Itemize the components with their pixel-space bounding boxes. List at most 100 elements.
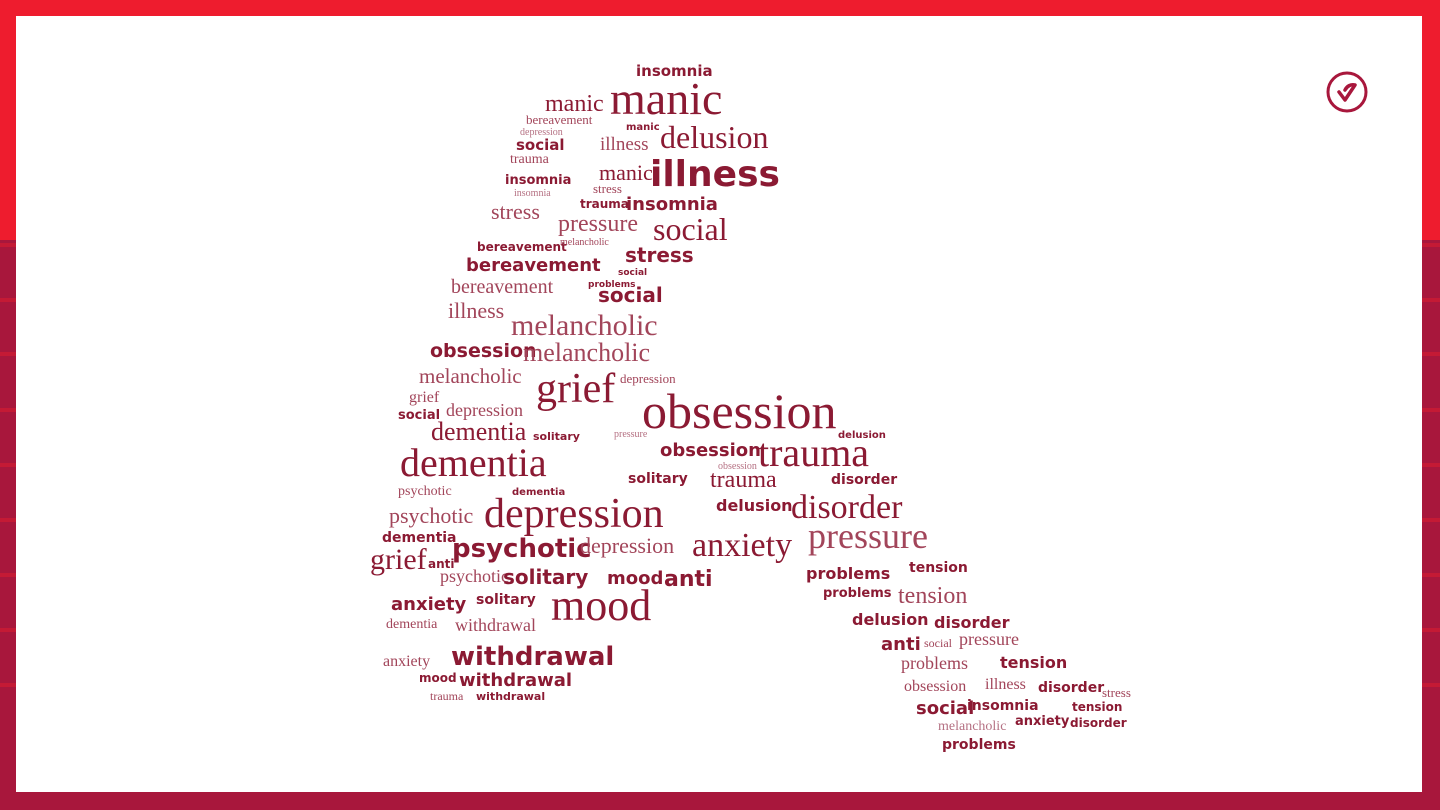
word: problems: [942, 737, 1016, 753]
border-stripe: [0, 463, 16, 467]
word: pressure: [808, 516, 928, 556]
slide-canvas: [16, 16, 1422, 792]
word: anxiety: [692, 527, 792, 564]
word: disorder: [831, 472, 897, 488]
word: illness: [650, 154, 780, 195]
word: depression: [620, 371, 676, 386]
word: social: [924, 636, 953, 650]
word: stress: [491, 199, 540, 224]
word: anti: [664, 567, 713, 592]
border-stripe: [1422, 298, 1440, 302]
word: tension: [898, 583, 967, 609]
word: grief: [409, 389, 440, 406]
word: problems: [901, 653, 968, 673]
word: psychotic: [440, 566, 509, 586]
word: stress: [1102, 685, 1131, 700]
word: depression: [446, 400, 523, 420]
word: dementia: [512, 487, 565, 498]
word: withdrawal: [455, 615, 536, 635]
word: social: [653, 211, 728, 247]
border-stripe: [1422, 463, 1440, 467]
bottom-border: [0, 792, 1440, 810]
word: trauma: [710, 467, 777, 493]
word: pressure: [614, 429, 648, 440]
word: anxiety: [1015, 714, 1070, 729]
word: psychotic: [389, 503, 474, 528]
word: melancholic: [419, 364, 522, 388]
word: delusion: [660, 119, 768, 155]
word: obsession: [642, 383, 836, 439]
border-stripe: [0, 408, 16, 412]
word: insomnia: [505, 173, 571, 188]
left-border: [0, 0, 16, 810]
word: depression: [520, 127, 563, 138]
word: dementia: [431, 417, 527, 446]
word: solitary: [533, 430, 580, 443]
word: dementia: [400, 440, 547, 485]
word: insomnia: [514, 188, 551, 199]
word: pressure: [959, 629, 1019, 649]
word: social: [916, 698, 974, 719]
word: solitary: [476, 592, 536, 608]
word: trauma: [430, 689, 464, 703]
word: problems: [588, 280, 635, 290]
border-stripe: [0, 298, 16, 302]
word: solitary: [503, 565, 588, 589]
word: dementia: [382, 530, 457, 546]
border-stripe: [0, 683, 16, 687]
word: melancholic: [511, 309, 658, 342]
word: stress: [593, 181, 622, 196]
word: withdrawal: [451, 642, 614, 672]
word: psychotic: [398, 484, 452, 499]
word: psychotic: [452, 534, 592, 564]
word: depression: [484, 491, 664, 537]
word: mood: [419, 671, 457, 685]
word: anxiety: [383, 653, 430, 670]
word: social: [618, 268, 647, 278]
word: illness: [600, 134, 649, 155]
border-stripe: [1422, 573, 1440, 577]
word: tension: [1072, 700, 1122, 714]
word: disorder: [1070, 716, 1127, 730]
border-stripe: [1422, 518, 1440, 522]
word: obsession: [660, 440, 761, 461]
word: insomnia: [626, 194, 718, 215]
word: bereavement: [526, 112, 593, 127]
word: trauma: [510, 152, 550, 167]
word: insomnia: [636, 62, 713, 80]
word: anxiety: [391, 594, 467, 615]
word: manic: [626, 122, 660, 133]
word: grief: [536, 366, 615, 412]
word: stress: [625, 243, 694, 267]
word: disorder: [791, 489, 903, 526]
word: manic: [545, 91, 604, 117]
word: melancholic: [938, 719, 1006, 734]
word: illness: [985, 676, 1026, 693]
word: anti: [428, 557, 455, 571]
border-stripe: [0, 573, 16, 577]
border-stripe: [1422, 628, 1440, 632]
check-circle-icon: [1326, 71, 1368, 113]
word: obsession: [904, 678, 966, 695]
word: pressure: [558, 211, 638, 237]
word: depression: [580, 533, 674, 558]
word: bereavement: [451, 276, 554, 298]
word: disorder: [934, 613, 1010, 632]
word: trauma: [580, 197, 629, 211]
right-border: [1422, 0, 1440, 810]
word: anti: [881, 634, 921, 655]
border-stripe: [1422, 243, 1440, 247]
word: obsession: [718, 461, 757, 472]
word: bereavement: [477, 240, 567, 254]
word: delusion: [716, 496, 793, 515]
border-stripe: [0, 628, 16, 632]
word: grief: [370, 543, 427, 576]
word: social: [598, 283, 663, 307]
border-stripe: [1422, 408, 1440, 412]
top-border: [0, 0, 1440, 16]
word: social: [516, 136, 565, 154]
word: solitary: [628, 471, 688, 487]
word: insomnia: [967, 698, 1039, 714]
